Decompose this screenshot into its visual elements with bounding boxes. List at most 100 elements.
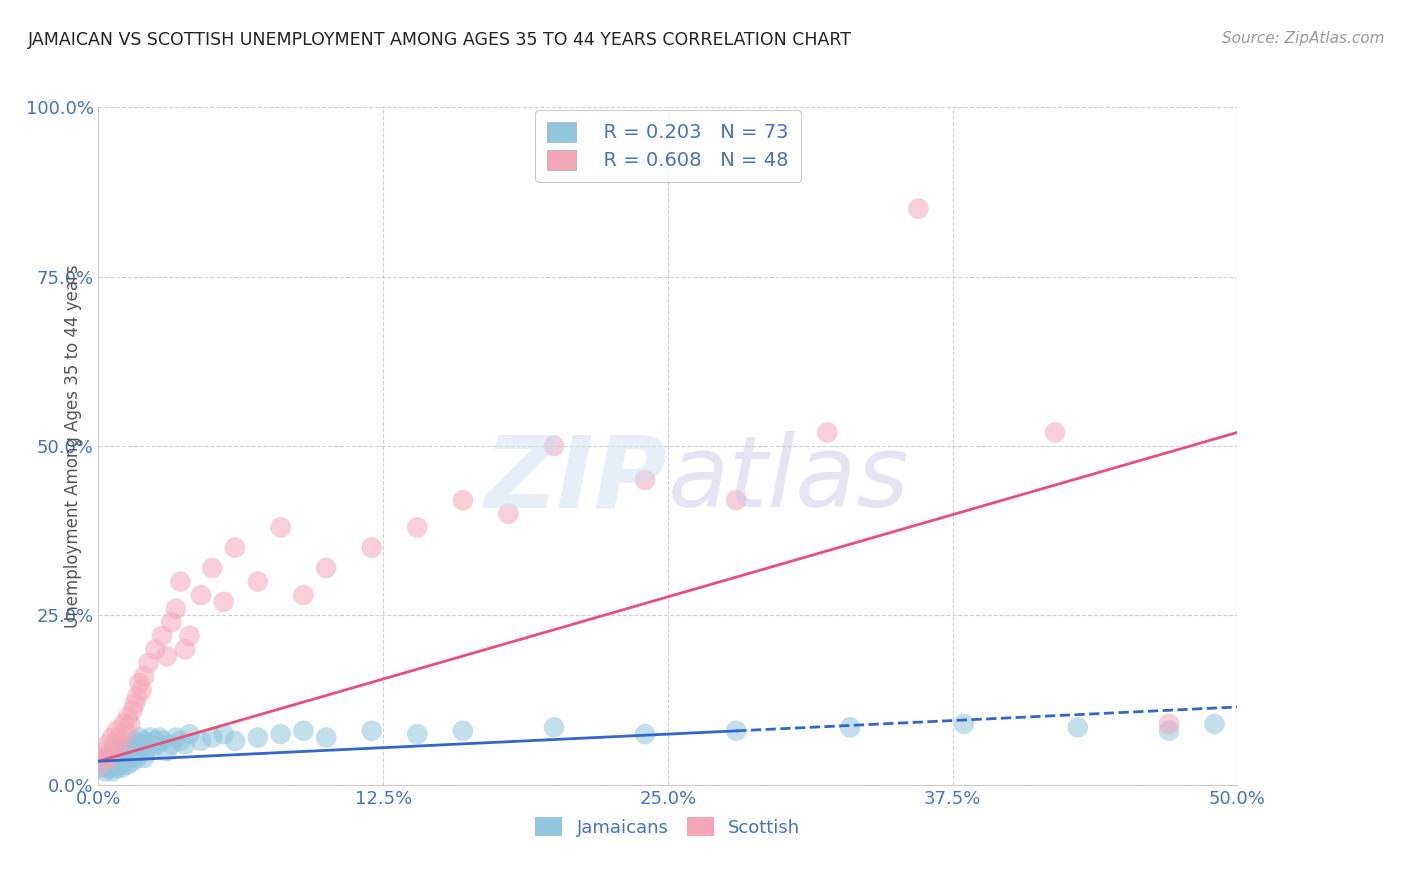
Point xyxy=(131,683,153,698)
Point xyxy=(120,751,142,765)
Point xyxy=(145,734,167,748)
Point xyxy=(451,723,474,738)
Point xyxy=(121,754,143,768)
Point xyxy=(96,751,118,765)
Point xyxy=(127,690,149,704)
Point xyxy=(160,615,183,630)
Point xyxy=(120,717,142,731)
Point xyxy=(406,727,429,741)
Point xyxy=(1204,717,1226,731)
Point xyxy=(360,541,382,555)
Point xyxy=(105,723,128,738)
Point xyxy=(179,727,201,741)
Point xyxy=(190,588,212,602)
Point xyxy=(139,731,162,745)
Point xyxy=(96,737,118,751)
Point xyxy=(138,737,160,751)
Point xyxy=(110,751,132,765)
Point xyxy=(105,761,128,775)
Point xyxy=(108,731,131,745)
Point xyxy=(246,574,269,589)
Point xyxy=(150,629,173,643)
Point xyxy=(101,764,124,779)
Point xyxy=(360,723,382,738)
Point xyxy=(1043,425,1066,440)
Point xyxy=(174,737,197,751)
Point xyxy=(169,734,191,748)
Point xyxy=(127,751,149,765)
Point xyxy=(224,734,246,748)
Point xyxy=(212,595,235,609)
Point xyxy=(156,649,179,664)
Legend: Jamaicans, Scottish: Jamaicans, Scottish xyxy=(529,810,807,844)
Point xyxy=(110,761,132,775)
Point xyxy=(406,520,429,534)
Point xyxy=(90,761,112,775)
Point xyxy=(149,731,172,745)
Point xyxy=(94,744,117,758)
Text: JAMAICAN VS SCOTTISH UNEMPLOYMENT AMONG AGES 35 TO 44 YEARS CORRELATION CHART: JAMAICAN VS SCOTTISH UNEMPLOYMENT AMONG … xyxy=(28,31,852,49)
Point xyxy=(103,757,125,772)
Point xyxy=(114,740,136,755)
Point xyxy=(270,520,292,534)
Point xyxy=(108,747,131,762)
Point xyxy=(174,642,197,657)
Point xyxy=(117,744,139,758)
Point xyxy=(128,676,150,690)
Point xyxy=(120,737,142,751)
Point xyxy=(110,737,132,751)
Point xyxy=(1157,717,1180,731)
Point xyxy=(815,425,838,440)
Point xyxy=(201,731,224,745)
Point xyxy=(169,574,191,589)
Point xyxy=(142,740,165,755)
Point xyxy=(91,751,114,765)
Point xyxy=(451,493,474,508)
Text: Source: ZipAtlas.com: Source: ZipAtlas.com xyxy=(1222,31,1385,46)
Point xyxy=(94,764,117,779)
Text: atlas: atlas xyxy=(668,432,910,528)
Point xyxy=(131,737,153,751)
Point xyxy=(132,734,155,748)
Point xyxy=(212,727,235,741)
Point xyxy=(725,493,748,508)
Point xyxy=(292,588,315,602)
Point xyxy=(91,757,114,772)
Point xyxy=(124,697,146,711)
Point xyxy=(156,744,179,758)
Point xyxy=(270,727,292,741)
Point xyxy=(146,737,169,751)
Point xyxy=(224,541,246,555)
Point xyxy=(103,737,125,751)
Point xyxy=(105,744,128,758)
Point xyxy=(98,747,121,762)
Point xyxy=(132,751,155,765)
Point xyxy=(150,734,173,748)
Point xyxy=(145,642,167,657)
Point xyxy=(124,747,146,762)
Point xyxy=(132,669,155,683)
Point xyxy=(165,731,187,745)
Point xyxy=(292,723,315,738)
Text: ZIP: ZIP xyxy=(485,432,668,528)
Point xyxy=(98,751,121,765)
Point xyxy=(94,754,117,768)
Point xyxy=(101,731,124,745)
Point xyxy=(96,761,118,775)
Point xyxy=(246,731,269,745)
Point xyxy=(315,731,337,745)
Point xyxy=(110,740,132,755)
Point xyxy=(138,656,160,670)
Point xyxy=(201,561,224,575)
Point xyxy=(839,720,862,734)
Point xyxy=(907,202,929,216)
Point xyxy=(98,761,121,775)
Point xyxy=(543,439,565,453)
Point xyxy=(124,734,146,748)
Point xyxy=(128,744,150,758)
Point xyxy=(315,561,337,575)
Point xyxy=(112,717,135,731)
Point xyxy=(117,757,139,772)
Point xyxy=(179,629,201,643)
Point xyxy=(112,757,135,772)
